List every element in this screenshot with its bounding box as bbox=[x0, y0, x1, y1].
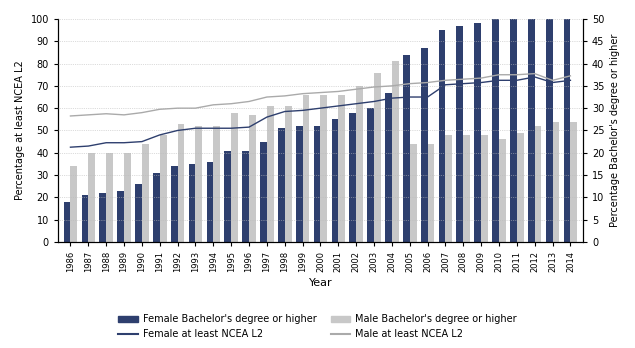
Bar bbox=[570, 121, 577, 242]
Y-axis label: Percentage Bachelor's degree or higher: Percentage Bachelor's degree or higher bbox=[610, 34, 620, 227]
Bar bbox=[374, 72, 381, 242]
Bar bbox=[517, 133, 524, 242]
Bar bbox=[135, 184, 142, 242]
Bar bbox=[70, 166, 77, 242]
Bar bbox=[367, 108, 374, 242]
Bar bbox=[528, 6, 535, 242]
Bar bbox=[296, 126, 303, 242]
Bar bbox=[260, 142, 267, 242]
Bar bbox=[249, 115, 256, 242]
Bar bbox=[403, 55, 410, 242]
Bar bbox=[545, 0, 552, 242]
Bar bbox=[474, 23, 481, 242]
Bar bbox=[160, 135, 166, 242]
Bar bbox=[284, 106, 291, 242]
Bar bbox=[106, 153, 113, 242]
Bar bbox=[385, 93, 392, 242]
Bar bbox=[510, 6, 517, 242]
Bar bbox=[564, 0, 570, 242]
X-axis label: Year: Year bbox=[309, 278, 332, 288]
Bar bbox=[224, 151, 231, 242]
Bar bbox=[314, 126, 321, 242]
Bar bbox=[331, 119, 338, 242]
Bar bbox=[321, 95, 327, 242]
Bar bbox=[231, 113, 238, 242]
Bar bbox=[124, 153, 131, 242]
Bar bbox=[303, 95, 309, 242]
Bar bbox=[410, 144, 417, 242]
Bar bbox=[117, 191, 124, 242]
Bar bbox=[242, 151, 249, 242]
Bar bbox=[492, 15, 499, 242]
Y-axis label: Percentage at least NCEA L2: Percentage at least NCEA L2 bbox=[15, 61, 25, 200]
Bar bbox=[481, 135, 488, 242]
Bar bbox=[88, 153, 95, 242]
Bar bbox=[349, 113, 356, 242]
Bar bbox=[153, 173, 160, 242]
Bar bbox=[421, 48, 427, 242]
Bar bbox=[427, 144, 434, 242]
Bar bbox=[439, 30, 445, 242]
Bar bbox=[189, 164, 196, 242]
Bar bbox=[206, 162, 213, 242]
Bar bbox=[278, 128, 284, 242]
Bar bbox=[499, 140, 506, 242]
Bar bbox=[196, 126, 202, 242]
Bar bbox=[552, 121, 559, 242]
Bar bbox=[100, 193, 106, 242]
Bar bbox=[356, 86, 363, 242]
Bar bbox=[392, 61, 399, 242]
Bar bbox=[457, 26, 464, 242]
Bar bbox=[142, 144, 149, 242]
Bar bbox=[267, 106, 274, 242]
Bar bbox=[445, 135, 452, 242]
Bar bbox=[171, 166, 178, 242]
Bar bbox=[81, 195, 88, 242]
Bar bbox=[213, 126, 220, 242]
Bar bbox=[64, 202, 70, 242]
Bar bbox=[464, 135, 470, 242]
Legend: Female Bachelor's degree or higher, Female at least NCEA L2, Male Bachelor's deg: Female Bachelor's degree or higher, Fema… bbox=[114, 310, 521, 343]
Bar bbox=[338, 95, 345, 242]
Bar bbox=[178, 124, 184, 242]
Bar bbox=[535, 126, 542, 242]
